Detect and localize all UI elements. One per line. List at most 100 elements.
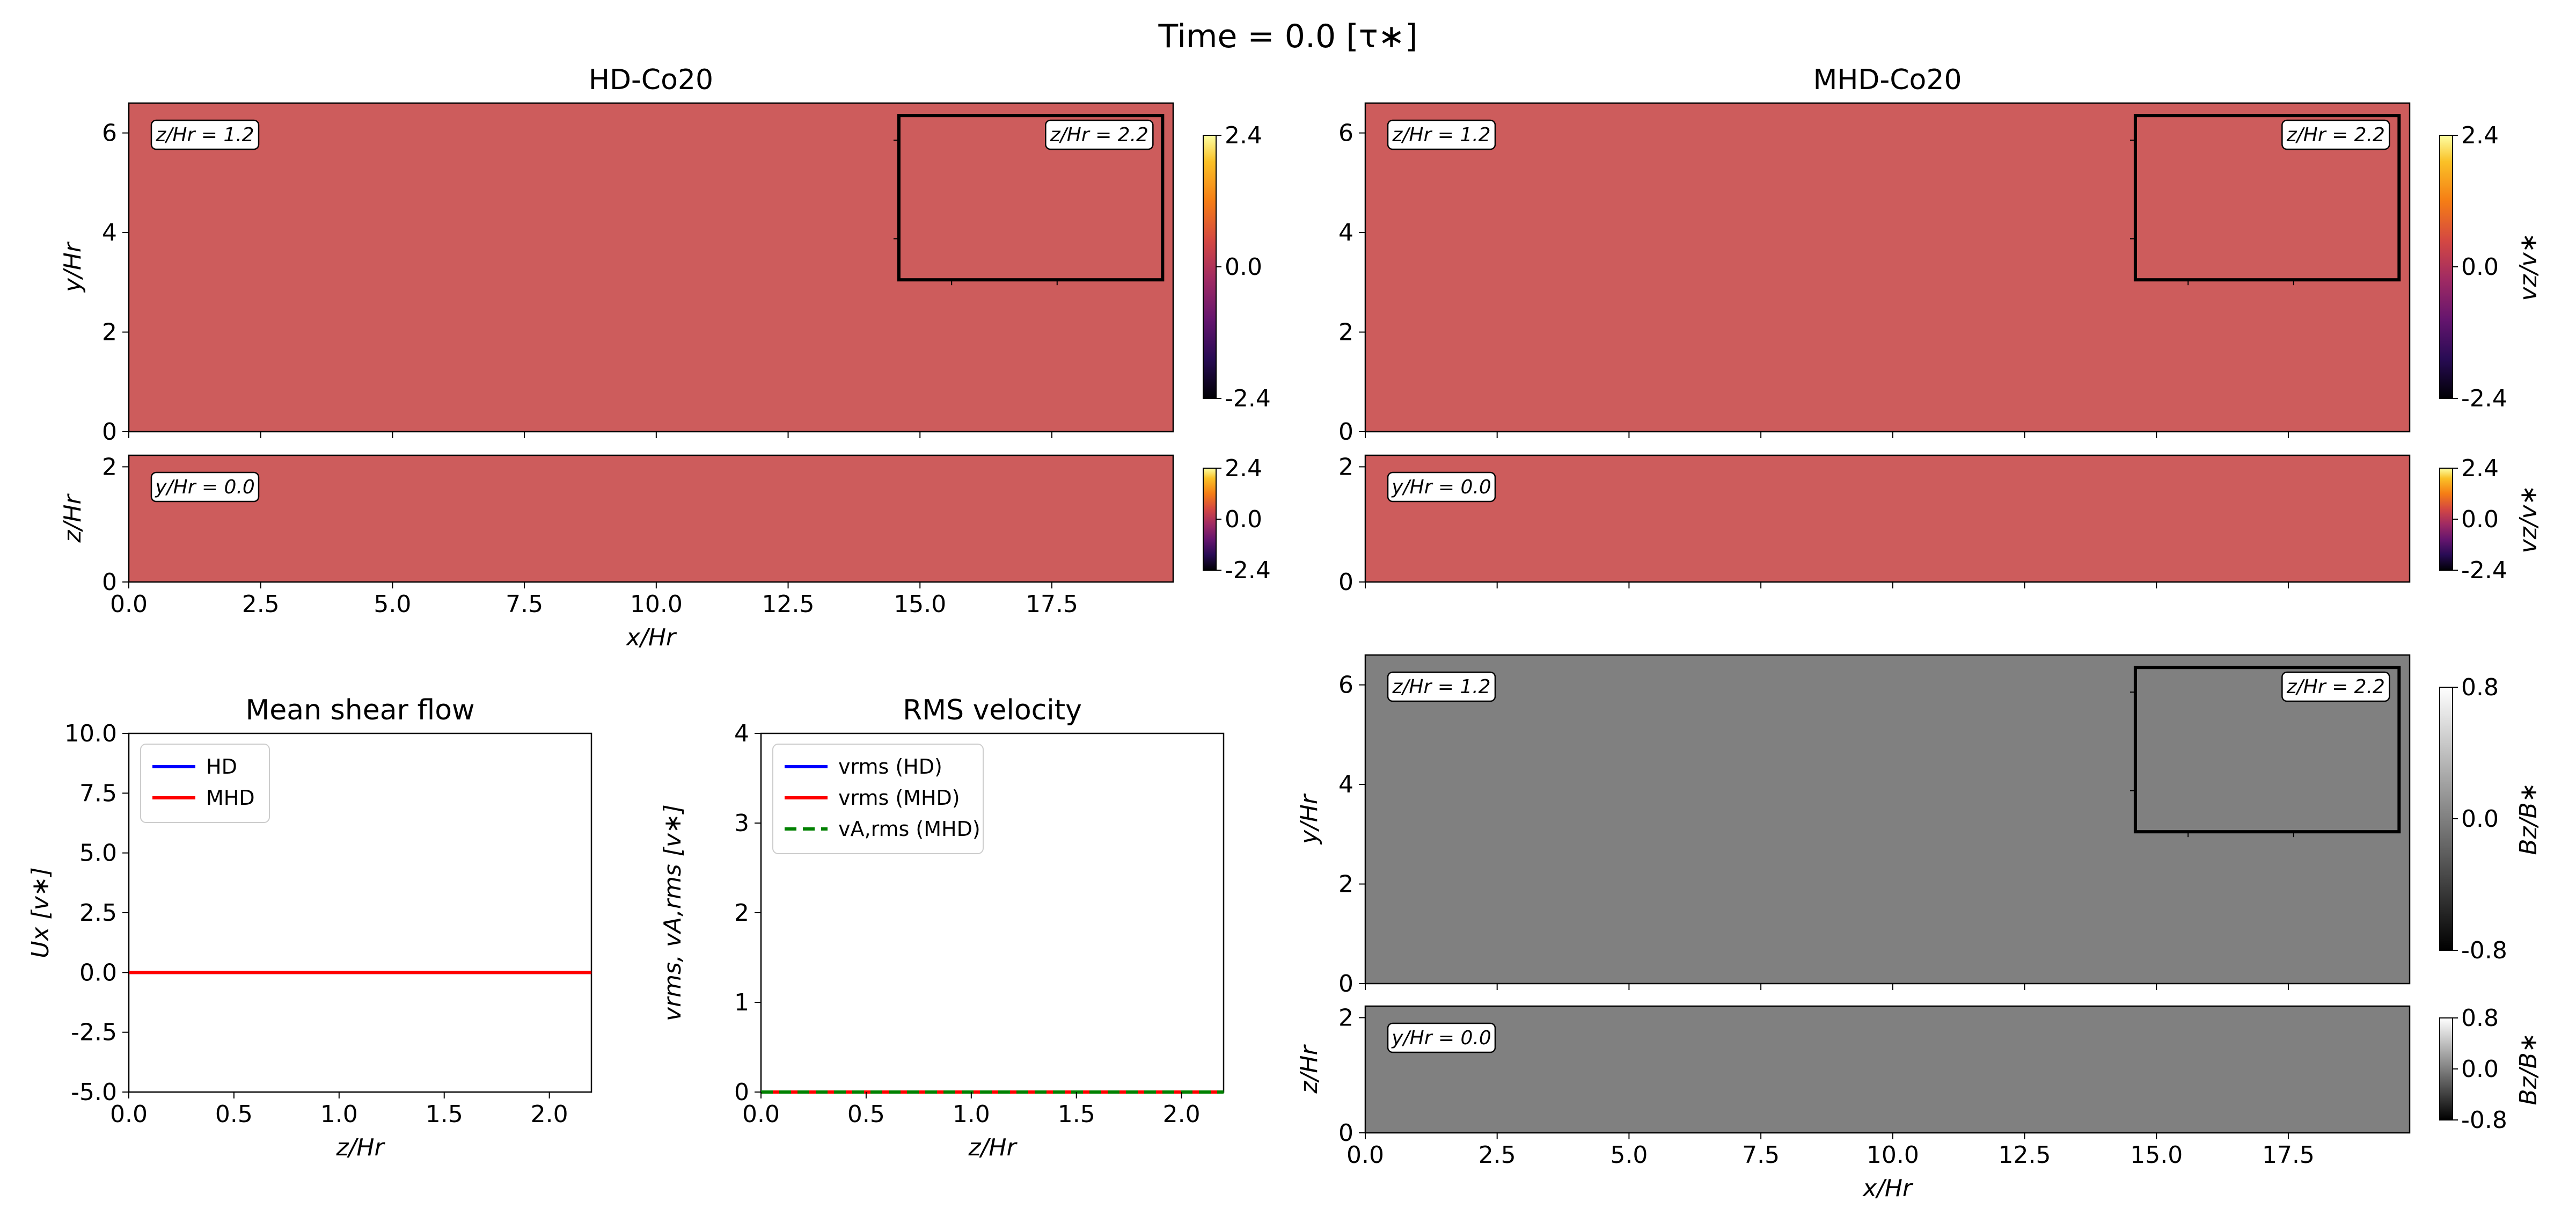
x-tick-label: 15.0 <box>2130 1141 2183 1169</box>
colorbar-tick-label: 0.0 <box>2461 253 2499 281</box>
x-tick-label: 0.5 <box>847 1101 885 1128</box>
y-tick-label: 0 <box>1338 970 1353 998</box>
legend-entry: vA,rms (MHD) <box>838 817 980 841</box>
colorbar-tick-label: 0.0 <box>1225 253 1262 281</box>
y-tick-label: 0 <box>1338 1119 1353 1147</box>
x-tick-label: 7.5 <box>1742 1141 1780 1169</box>
y-tick-label: 2 <box>1338 453 1353 481</box>
heatmap-field <box>1365 455 2410 582</box>
colorbar: 2.4 0.0 -2.4 <box>1203 455 1271 584</box>
x-axis-label: z/Hr <box>335 1134 385 1161</box>
annotation-box <box>1387 1022 1496 1053</box>
x-tick-label: 1.0 <box>953 1101 990 1128</box>
axes-frame <box>1364 1005 2411 1134</box>
legend-entry: MHD <box>206 786 255 810</box>
axes-frame <box>1364 454 2411 583</box>
y-tick-label: 4 <box>102 219 117 246</box>
colorbar-tick-label: 2.4 <box>1225 122 1262 149</box>
colorbar-gradient <box>1203 468 1217 571</box>
heatmap-mhd-bz-bottom: y/Hr = 0.0 0.0 2.5 5.0 7.5 10.0 12.5 15.0 17.5 0 2… <box>1296 1004 2542 1202</box>
colorbar-tick-label: -2.4 <box>2461 385 2507 412</box>
colorbar-tick-label: 0.8 <box>2461 674 2499 701</box>
y-tick-label: 4 <box>1338 219 1353 246</box>
y-axis-label: Ux [v∗] <box>27 867 54 958</box>
y-tick-label: 4 <box>1338 771 1353 798</box>
heatmap-hd-bottom: y/Hr = 0.0 0.0 2.5 5.0 7.5 10.0 12.5 15.0 17.5 0 2… <box>59 453 1271 651</box>
x-axis-label: x/Hr <box>625 624 677 651</box>
y-tick-label: 5.0 <box>79 840 117 867</box>
colorbar-tick-label: -2.4 <box>1225 557 1271 584</box>
x-tick-label: 12.5 <box>762 591 815 618</box>
x-tick-label: 1.5 <box>426 1101 463 1128</box>
figure-suptitle: Time = 0.0 [τ∗] <box>1158 18 1418 55</box>
heatmap-mhd-mid: y/Hr = 0.0 0 2 2.4 0.0 -2.4 vz/v∗ <box>1338 453 2542 596</box>
x-tick-label: 0.5 <box>215 1101 253 1128</box>
annotation-box <box>150 119 260 150</box>
x-tick-label: 0.0 <box>1346 1141 1384 1169</box>
x-tick-label: 5.0 <box>374 591 411 618</box>
y-tick-label: 2 <box>1338 1004 1353 1031</box>
panel-title: Mean shear flow <box>245 694 474 726</box>
y-axis-label: y/Hr <box>1296 793 1323 845</box>
colorbar-gradient <box>2439 468 2453 571</box>
y-tick-label: 2 <box>1338 871 1353 898</box>
y-tick-label: 1 <box>734 989 749 1016</box>
y-tick-label: 0 <box>102 418 117 446</box>
x-tick-label: 2.5 <box>1479 1141 1516 1169</box>
annotation-label: z/Hr = 2.2 <box>2286 124 2385 146</box>
legend-frame <box>140 744 270 823</box>
y-tick-label: 4 <box>734 720 749 747</box>
x-tick-label: 0.0 <box>110 1101 148 1128</box>
annotation-box <box>2281 119 2390 150</box>
panel-title: MHD-Co20 <box>1813 64 1962 96</box>
colorbar: 0.8 0.0 -0.8 Bz/B∗ <box>2439 674 2542 964</box>
annotation-label: z/Hr = 1.2 <box>1392 676 1490 698</box>
legend-entry: vrms (HD) <box>838 755 942 778</box>
annotation-box <box>1387 119 1496 150</box>
colorbar-tick-label: -2.4 <box>1225 385 1271 412</box>
heatmap-mhd-bz-top: z/Hr = 1.2 z/Hr = 2.2 0 2 4 6 y/Hr 0.8 0.0 -0.8 Bz… <box>1296 654 2542 998</box>
y-axis-label: z/Hr <box>59 493 86 543</box>
heatmap-field <box>129 103 1173 432</box>
x-tick-label: 15.0 <box>894 591 946 618</box>
x-tick-label: 2.0 <box>1163 1101 1201 1128</box>
colorbar: 0.8 0.0 -0.8 Bz/B∗ <box>2439 1005 2542 1134</box>
heatmap-field <box>1365 103 2410 432</box>
heatmap-field <box>129 455 1173 582</box>
y-tick-label: 0 <box>734 1079 749 1106</box>
colorbar-label: Bz/B∗ <box>2515 1032 2542 1105</box>
inset-box <box>2133 114 2401 282</box>
heatmap-field <box>1365 655 2410 984</box>
y-tick-label: 2 <box>102 319 117 346</box>
y-axis-label: y/Hr <box>59 241 86 293</box>
legend-entry: HD <box>206 755 237 778</box>
x-tick-label: 7.5 <box>506 591 543 618</box>
colorbar-tick-label: 0.0 <box>1225 506 1262 533</box>
y-tick-label: 0 <box>1338 569 1353 596</box>
annotation-box <box>1387 671 1496 702</box>
colorbar-tick-label: 0.0 <box>2461 805 2499 833</box>
y-tick-label: 2 <box>102 453 117 481</box>
colorbar: 2.4 0.0 -2.4 vz/v∗ <box>2439 455 2542 584</box>
legend-entry: vrms (MHD) <box>838 786 960 810</box>
x-tick-label: 2.5 <box>242 591 280 618</box>
heatmap-mhd-top: z/Hr = 1.2 z/Hr = 2.2 0 2 4 6 MHD-Co20 2.4 0.0 -2… <box>1338 64 2542 446</box>
y-tick-label: 2.5 <box>79 899 117 927</box>
colorbar: 2.4 0.0 -2.4 <box>1203 122 1271 412</box>
annotation-label: z/Hr = 1.2 <box>155 124 254 146</box>
panel-title: RMS velocity <box>903 694 1082 726</box>
colorbar-label: Bz/B∗ <box>2515 782 2542 855</box>
inset-box <box>897 114 1165 282</box>
y-tick-label: 0 <box>1338 418 1353 446</box>
inset-box <box>2133 666 2401 834</box>
heatmap-field <box>1365 1006 2410 1133</box>
colorbar-tick-label: 2.4 <box>1225 455 1262 482</box>
colorbar-gradient <box>2439 687 2453 951</box>
annotation-label: z/Hr = 2.2 <box>2286 676 2385 698</box>
x-tick-label: 5.0 <box>1610 1141 1648 1169</box>
axes-frame <box>128 102 1174 433</box>
legend: vrms (HD) vrms (MHD) vA,rms (MHD) <box>772 744 984 854</box>
y-tick-label: -2.5 <box>71 1019 117 1046</box>
colorbar-tick-label: 0.8 <box>2461 1005 2499 1032</box>
